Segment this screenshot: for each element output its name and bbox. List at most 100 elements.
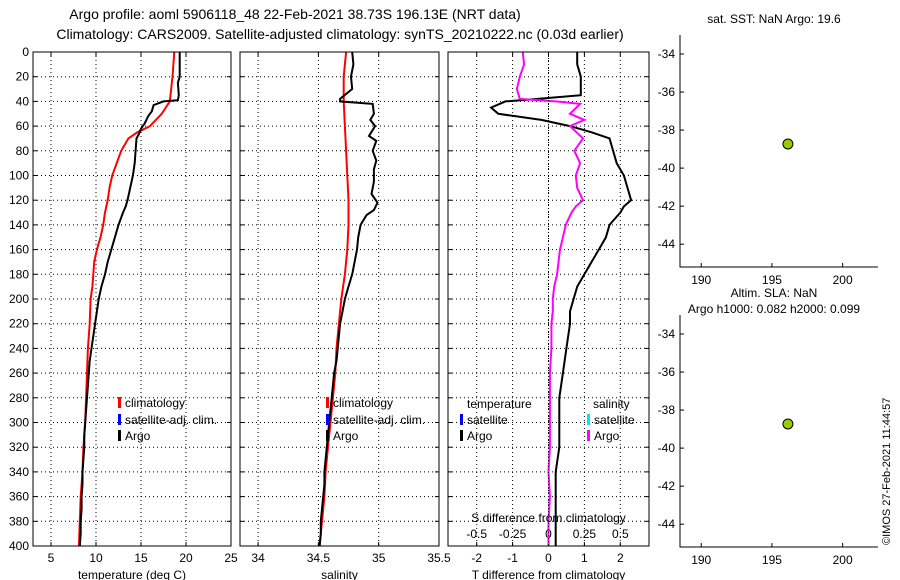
legend-label-argo: Argo bbox=[125, 429, 151, 443]
legend-label-satellite-adj: satellite-adj. clim. bbox=[333, 413, 425, 427]
map-ytick-label: -44 bbox=[658, 237, 676, 251]
ytick-label: 140 bbox=[9, 218, 29, 232]
legend-label-t-satellite: satellite bbox=[467, 413, 508, 427]
ytick-label: 80 bbox=[16, 144, 30, 158]
xtick-label: 34.5 bbox=[307, 551, 331, 565]
salinity-legend: climatology satellite-adj. clim. Argo bbox=[326, 396, 425, 443]
sst-map-axes bbox=[679, 35, 878, 268]
series-line-t-argo---clim bbox=[489, 52, 633, 546]
ytick-label: 120 bbox=[9, 193, 29, 207]
ytick-label: 40 bbox=[16, 94, 30, 108]
legend-label-climatology: climatology bbox=[125, 396, 185, 410]
map-ytick-label: -34 bbox=[658, 327, 676, 341]
xtick-label: 25 bbox=[224, 551, 238, 565]
series-line-climatology bbox=[318, 51, 350, 547]
stick-label: 0.25 bbox=[573, 527, 597, 541]
legend-swatch-satellite-adj bbox=[118, 414, 121, 425]
legend-swatch-climatology bbox=[326, 397, 329, 408]
difference-ticks: -2 -1 0 1 2-0.5 -0.25 0 0.25 0.5 bbox=[448, 51, 649, 565]
legend-swatch-argo bbox=[326, 430, 329, 441]
xtick-label: 10 bbox=[89, 551, 103, 565]
xtick-label: 35.5 bbox=[427, 551, 451, 565]
legend-label-argo: Argo bbox=[333, 429, 359, 443]
map-ytick-label: -42 bbox=[658, 199, 676, 213]
sst-map-ticks: -34 -36 -38 -40 -42 -44 190 195 200 bbox=[658, 47, 853, 287]
series-line-argo bbox=[318, 51, 379, 547]
argo-position-marker bbox=[782, 138, 794, 150]
legend-title-temperature: temperature bbox=[467, 397, 532, 411]
difference-legend: temperature salinity satellite Argo sate… bbox=[460, 397, 635, 443]
map-ytick-label: -38 bbox=[658, 123, 676, 137]
legend-swatch-s-argo bbox=[587, 430, 590, 441]
sla-map-subtitle: Argo h1000: 0.082 h2000: 0.099 bbox=[688, 302, 860, 316]
sst-map-panel: sat. SST: NaN Argo: 19.6 -34 -36 -38 -40 -42… bbox=[658, 12, 878, 287]
imos-timestamp: ©IMOS 27-Feb-2021 11:44:57 bbox=[881, 398, 893, 545]
map-ytick-label: -38 bbox=[658, 403, 676, 417]
temperature-panel: 0 20 40 60 80 100 120 140 160 180 200 220 240 260 280 3… bbox=[9, 45, 238, 580]
difference-s-title: S difference from climatology bbox=[471, 511, 626, 525]
difference-axes-frame bbox=[447, 51, 650, 547]
temperature-ticks: 0 20 40 60 80 100 120 140 160 180 200 220 240 260 280 3… bbox=[9, 45, 238, 565]
sla-map-panel: Altim. SLA: NaN Argo h1000: 0.082 h2000:… bbox=[658, 286, 878, 567]
salinity-lines bbox=[318, 51, 379, 547]
xtick-label: 2 bbox=[617, 551, 624, 565]
legend-label-satellite-adj: satellite-adj. clim. bbox=[125, 413, 217, 427]
sst-map-points bbox=[782, 138, 794, 150]
ytick-label: 0 bbox=[22, 45, 29, 59]
ytick-label: 400 bbox=[9, 539, 29, 553]
legend-label-climatology: climatology bbox=[333, 396, 393, 410]
legend-label-s-satellite: satellite bbox=[594, 413, 635, 427]
salinity-panel: 34 34.5 35 35.5 salinity climatology satell… bbox=[239, 51, 451, 580]
difference-lines bbox=[489, 51, 633, 546]
sla-map-axes bbox=[679, 315, 878, 548]
ytick-label: 60 bbox=[16, 119, 30, 133]
ytick-label: 240 bbox=[9, 341, 29, 355]
map-ytick-label: -42 bbox=[658, 479, 676, 493]
xtick-label: 0 bbox=[545, 551, 552, 565]
difference-panel: -2 -1 0 1 2-0.5 -0.25 0 0.25 0.5 T difference fr… bbox=[447, 51, 650, 580]
ytick-label: 100 bbox=[9, 169, 29, 183]
map-ytick-label: -34 bbox=[658, 47, 676, 61]
series-line-argo bbox=[78, 52, 181, 547]
ytick-label: 320 bbox=[9, 440, 29, 454]
xtick-label: -1 bbox=[507, 551, 518, 565]
xtick-label: 34 bbox=[251, 551, 265, 565]
temperature-xlabel: temperature (deg C) bbox=[78, 568, 186, 580]
legend-swatch-argo bbox=[118, 430, 121, 441]
legend-swatch-satellite-adj bbox=[326, 414, 329, 425]
legend-label-s-argo: Argo bbox=[594, 429, 620, 443]
sla-map-title: Altim. SLA: NaN bbox=[731, 286, 818, 300]
ytick-label: 340 bbox=[9, 465, 29, 479]
legend-label-t-argo: Argo bbox=[467, 429, 493, 443]
difference-xlabel: T difference from climatology bbox=[472, 568, 626, 580]
map-xtick-label: 190 bbox=[691, 273, 711, 287]
ytick-label: 260 bbox=[9, 366, 29, 380]
series-line-s-argo---clim bbox=[515, 51, 587, 546]
ytick-label: 280 bbox=[9, 391, 29, 405]
salinity-axes-frame bbox=[239, 51, 440, 547]
sst-map-title: sat. SST: NaN Argo: 19.6 bbox=[707, 12, 841, 26]
legend-swatch-t-satellite bbox=[460, 414, 463, 425]
legend-title-salinity: salinity bbox=[593, 397, 630, 411]
xtick-label: 15 bbox=[134, 551, 148, 565]
map-xtick-label: 200 bbox=[833, 273, 853, 287]
temperature-legend: climatology satellite-adj. clim. Argo bbox=[118, 396, 217, 443]
map-ytick-label: -40 bbox=[658, 161, 676, 175]
legend-swatch-s-satellite bbox=[587, 414, 590, 425]
sla-map-points bbox=[782, 418, 794, 430]
ytick-label: 160 bbox=[9, 243, 29, 257]
legend-swatch-t-argo bbox=[460, 430, 463, 441]
map-xtick-label: 195 bbox=[762, 553, 782, 567]
ytick-label: 20 bbox=[16, 70, 30, 84]
salinity-ticks: 34 34.5 35 35.5 bbox=[240, 51, 451, 565]
xtick-label: 20 bbox=[179, 551, 193, 565]
map-xtick-label: 200 bbox=[833, 553, 853, 567]
ytick-label: 300 bbox=[9, 416, 29, 430]
title-line-1: Argo profile: aoml 5906118_48 22-Feb-202… bbox=[69, 6, 520, 22]
map-ytick-label: -40 bbox=[658, 441, 676, 455]
sla-map-ticks: -34 -36 -38 -40 -42 -44 190 195 200 bbox=[658, 327, 853, 567]
title-line-2: Climatology: CARS2009. Satellite-adjuste… bbox=[56, 26, 623, 42]
xtick-label: -2 bbox=[471, 551, 482, 565]
map-ytick-label: -36 bbox=[658, 365, 676, 379]
